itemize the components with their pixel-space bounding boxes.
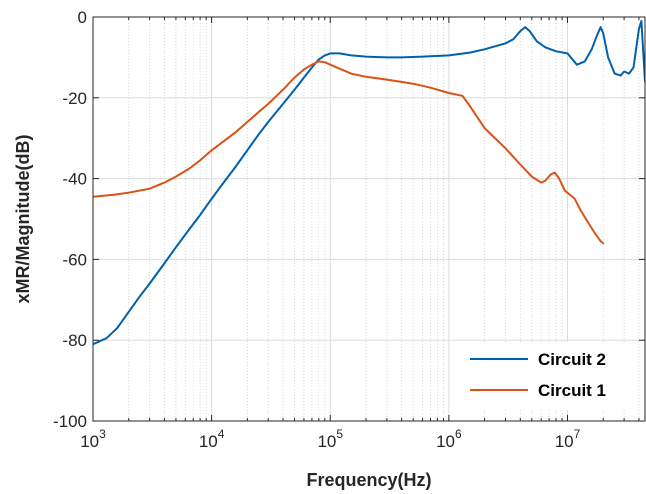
y-tick-label: -80	[62, 331, 87, 350]
series-layer	[93, 20, 645, 346]
legend-label: Circuit 2	[538, 350, 606, 369]
y-tick-label: -40	[62, 170, 87, 189]
legend: Circuit 2 Circuit 1	[460, 342, 637, 410]
x-tick-label: 103	[80, 427, 106, 451]
y-tick-labels: -100 -80 -60 -40 -20 0	[53, 8, 87, 431]
y-tick-label: 0	[78, 8, 87, 27]
x-tick-label: 106	[436, 427, 462, 451]
y-axis-label: xMR/Magnitude(dB)	[13, 135, 33, 304]
x-tick-labels: 103 104 105 106 107	[80, 427, 580, 451]
x-tick-label: 107	[555, 427, 581, 451]
y-tick-label: -100	[53, 412, 87, 431]
legend-box	[460, 342, 637, 410]
y-tick-label: -20	[62, 89, 87, 108]
legend-label: Circuit 1	[538, 381, 606, 400]
series-line-circuit-1	[93, 60, 605, 245]
x-tick-label: 105	[317, 427, 343, 451]
plot-frame	[92, 16, 646, 422]
x-axis-label: Frequency(Hz)	[306, 470, 431, 490]
series-line-circuit-2	[93, 20, 645, 346]
tick-marks	[92, 16, 645, 422]
x-tick-label: 104	[199, 427, 225, 451]
y-tick-label: -60	[62, 250, 87, 269]
